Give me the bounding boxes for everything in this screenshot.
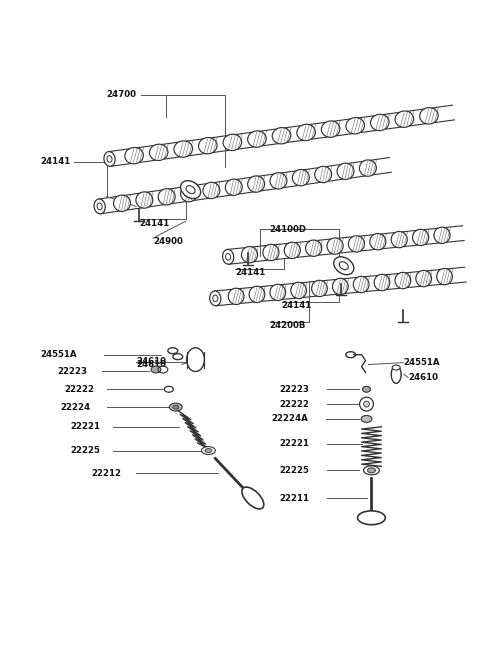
Text: 22222: 22222	[279, 400, 310, 409]
Ellipse shape	[187, 348, 204, 371]
Text: 24551A: 24551A	[40, 350, 77, 359]
Ellipse shape	[368, 468, 375, 473]
Ellipse shape	[149, 144, 168, 160]
Text: 22224A: 22224A	[272, 415, 308, 423]
Ellipse shape	[249, 286, 265, 303]
Ellipse shape	[228, 288, 244, 305]
Ellipse shape	[362, 386, 371, 392]
Text: 24551A: 24551A	[403, 358, 440, 367]
Ellipse shape	[180, 181, 201, 198]
Text: 24141: 24141	[40, 157, 71, 166]
Text: 24700: 24700	[107, 90, 137, 99]
Ellipse shape	[223, 134, 241, 151]
Ellipse shape	[348, 236, 364, 252]
Ellipse shape	[125, 147, 144, 164]
Ellipse shape	[104, 151, 115, 166]
Ellipse shape	[353, 276, 369, 293]
Text: 22224: 22224	[60, 403, 90, 411]
Ellipse shape	[395, 111, 414, 127]
Ellipse shape	[315, 166, 332, 183]
Ellipse shape	[437, 269, 452, 285]
Circle shape	[360, 397, 373, 411]
Ellipse shape	[248, 131, 266, 147]
Ellipse shape	[173, 405, 179, 409]
Text: 24200B: 24200B	[270, 320, 306, 329]
Ellipse shape	[412, 229, 429, 246]
Ellipse shape	[272, 128, 291, 144]
Ellipse shape	[391, 365, 401, 383]
Ellipse shape	[270, 173, 287, 189]
Ellipse shape	[334, 257, 354, 274]
Ellipse shape	[371, 114, 389, 130]
Ellipse shape	[225, 179, 242, 195]
Ellipse shape	[199, 138, 217, 154]
Ellipse shape	[263, 244, 279, 261]
Ellipse shape	[312, 280, 327, 297]
Ellipse shape	[333, 278, 348, 295]
Text: 22223: 22223	[279, 384, 310, 394]
Ellipse shape	[358, 511, 385, 525]
Text: 22221: 22221	[279, 439, 310, 448]
Ellipse shape	[291, 282, 307, 299]
Ellipse shape	[392, 365, 400, 370]
Text: 24141: 24141	[139, 219, 169, 228]
Ellipse shape	[169, 403, 182, 411]
Ellipse shape	[395, 272, 411, 289]
Ellipse shape	[248, 176, 264, 192]
Text: 24610: 24610	[136, 357, 166, 366]
Ellipse shape	[306, 240, 322, 256]
Ellipse shape	[391, 231, 408, 248]
Ellipse shape	[205, 449, 212, 453]
Ellipse shape	[322, 121, 340, 138]
Ellipse shape	[337, 163, 354, 179]
Text: 24900: 24900	[153, 236, 183, 246]
Ellipse shape	[203, 182, 220, 198]
Ellipse shape	[327, 238, 343, 254]
Ellipse shape	[416, 271, 432, 287]
Text: 22225: 22225	[70, 446, 100, 455]
Ellipse shape	[297, 124, 315, 141]
Ellipse shape	[210, 291, 221, 306]
Ellipse shape	[420, 107, 438, 124]
Ellipse shape	[151, 366, 161, 373]
Text: 22222: 22222	[64, 384, 94, 394]
Ellipse shape	[370, 234, 386, 250]
Ellipse shape	[360, 160, 376, 176]
Text: 24141: 24141	[235, 268, 265, 277]
Ellipse shape	[94, 199, 105, 214]
Ellipse shape	[363, 466, 379, 475]
Ellipse shape	[223, 250, 234, 264]
Ellipse shape	[434, 227, 450, 244]
Ellipse shape	[136, 192, 153, 208]
Ellipse shape	[374, 274, 390, 291]
Text: 22221: 22221	[70, 422, 100, 432]
Ellipse shape	[180, 185, 197, 202]
Text: 24610: 24610	[136, 360, 166, 369]
Ellipse shape	[202, 447, 216, 455]
Text: 22212: 22212	[92, 469, 122, 477]
Ellipse shape	[242, 487, 264, 509]
Ellipse shape	[241, 246, 258, 263]
Ellipse shape	[270, 284, 286, 301]
Ellipse shape	[292, 170, 309, 186]
Ellipse shape	[284, 242, 300, 259]
Ellipse shape	[114, 195, 131, 212]
Ellipse shape	[158, 189, 175, 205]
Ellipse shape	[346, 118, 364, 134]
Ellipse shape	[361, 415, 372, 422]
Text: 22211: 22211	[279, 493, 310, 502]
Circle shape	[363, 401, 370, 407]
Text: 22225: 22225	[279, 466, 310, 475]
Text: 24100D: 24100D	[270, 225, 307, 234]
Text: 24141: 24141	[281, 301, 312, 310]
Ellipse shape	[174, 141, 192, 157]
Text: 22223: 22223	[57, 367, 87, 376]
Text: 24610: 24610	[408, 373, 438, 382]
